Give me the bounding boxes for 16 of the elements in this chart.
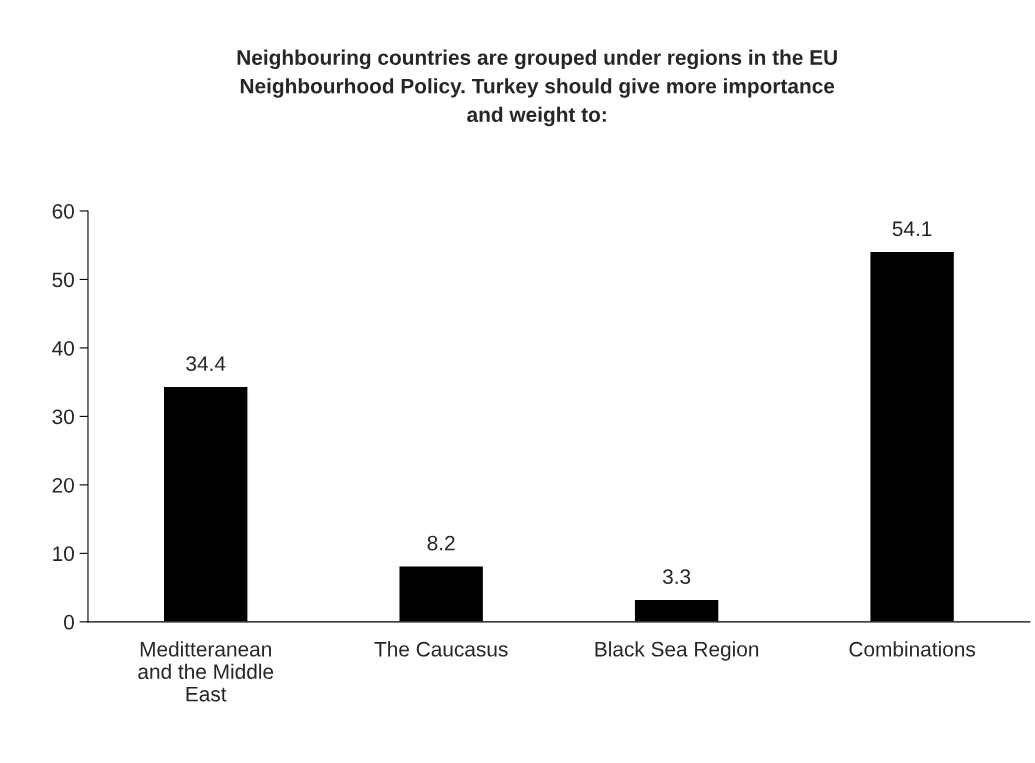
y-tick-label: 50 bbox=[52, 272, 74, 288]
y-tick-label: 60 bbox=[52, 203, 74, 219]
y-tick-label: 30 bbox=[52, 409, 74, 425]
data-label: 34.4 bbox=[186, 356, 226, 372]
y-tick-label: 10 bbox=[53, 546, 74, 562]
x-tick-label: Combinations bbox=[849, 641, 976, 657]
data-label: 54.1 bbox=[892, 221, 932, 237]
y-tick-label: 40 bbox=[52, 340, 74, 356]
x-tick-label: Black Sea Region bbox=[595, 641, 759, 661]
y-tick-label: 20 bbox=[52, 477, 74, 493]
data-label: 8.2 bbox=[427, 535, 455, 551]
x-tick-label: Meditteranean and the Middle East bbox=[138, 641, 274, 702]
x-tick-label: The Caucasus bbox=[374, 641, 508, 657]
y-tick-label: 0 bbox=[64, 614, 74, 630]
chart-title: Neighbouring countries are grouped under regions in the EU Neighbourhood Policy. Turkey should give more importance and weight to: bbox=[237, 49, 837, 127]
data-label: 3.3 bbox=[662, 569, 691, 585]
